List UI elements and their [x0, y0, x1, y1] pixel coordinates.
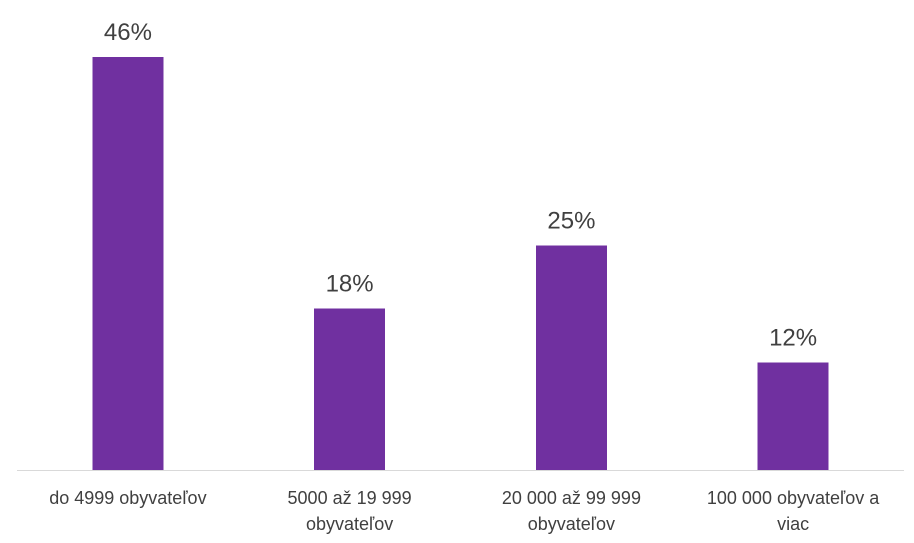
- bar-3: [535, 245, 607, 470]
- category-label-1: do 4999 obyvateľov: [49, 488, 206, 508]
- data-label-1: 46%: [104, 19, 152, 46]
- category-label-4-line-1: 100 000 obyvateľov a: [707, 488, 880, 508]
- bars-group: [92, 57, 829, 470]
- category-label-2-line-2: obyvateľov: [306, 514, 393, 534]
- bar-4: [757, 362, 829, 470]
- data-label-2: 18%: [326, 270, 374, 297]
- data-labels-group: 46% 18% 25% 12%: [104, 19, 817, 351]
- category-label-3-line-2: obyvateľov: [528, 514, 615, 534]
- bar-1: [92, 57, 164, 470]
- bar-2: [314, 308, 386, 470]
- category-label-4-line-2: viac: [777, 514, 809, 534]
- data-label-4: 12%: [769, 324, 817, 351]
- category-label-3-line-1: 20 000 až 99 999: [502, 488, 641, 508]
- category-labels-group: do 4999 obyvateľov 5000 až 19 999 obyvateľ…: [49, 488, 880, 534]
- category-label-2-line-1: 5000 až 19 999: [288, 488, 412, 508]
- data-label-3: 25%: [547, 208, 595, 235]
